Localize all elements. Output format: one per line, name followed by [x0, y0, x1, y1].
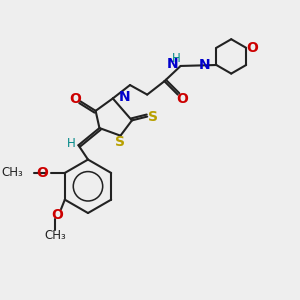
Text: O: O [37, 166, 49, 180]
Text: O: O [51, 208, 63, 222]
Text: H: H [172, 52, 180, 65]
Text: N: N [199, 58, 211, 72]
Text: N: N [118, 89, 130, 103]
Text: S: S [148, 110, 158, 124]
Text: S: S [116, 135, 125, 149]
Text: N: N [167, 57, 179, 71]
Text: O: O [246, 41, 258, 55]
Text: CH₃: CH₃ [1, 167, 23, 179]
Text: O: O [70, 92, 82, 106]
Text: O: O [177, 92, 188, 106]
Text: H: H [66, 137, 75, 150]
Text: CH₃: CH₃ [44, 230, 66, 242]
